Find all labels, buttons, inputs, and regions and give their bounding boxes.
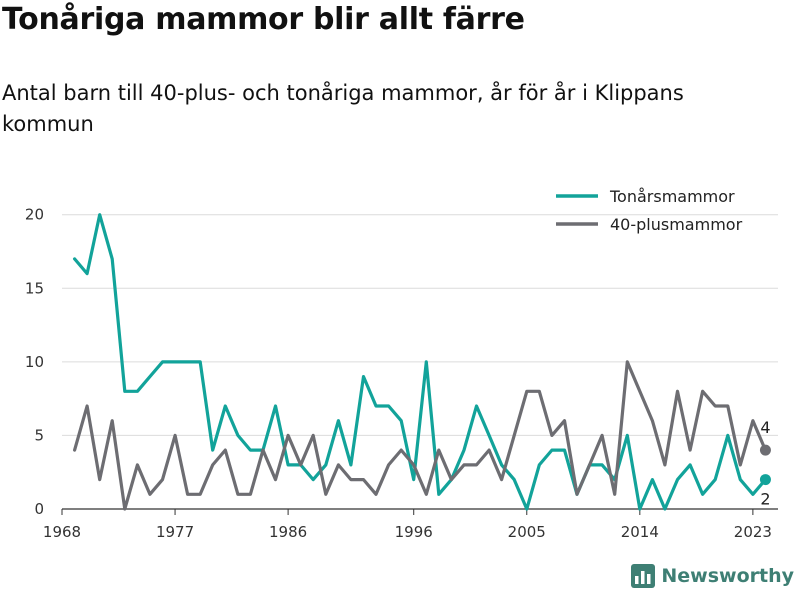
- x-tick-label: 2005: [508, 523, 546, 541]
- newsworthy-logo: Newsworthy: [631, 564, 794, 588]
- chart-subtitle: Antal barn till 40-plus- och tonåriga ma…: [2, 81, 684, 136]
- x-tick-label: 2014: [621, 523, 659, 541]
- y-tick-label: 10: [25, 353, 44, 371]
- y-tick-label: 20: [25, 206, 44, 224]
- end-marker-tonarsmammor: [759, 474, 771, 486]
- series-line-tonarsmammor: [72, 213, 768, 511]
- gridlines: [62, 214, 778, 436]
- x-tick-label: 1968: [43, 523, 81, 541]
- legend: Tonårsmammor 40-plusmammor: [556, 187, 743, 234]
- y-tick-label: 15: [25, 279, 44, 297]
- bar-chart-logo-icon: [631, 564, 656, 588]
- legend-label-tonarsmammor: Tonårsmammor: [609, 187, 735, 206]
- end-markers: 24: [759, 418, 771, 509]
- brand-name: Newsworthy: [661, 565, 794, 587]
- x-tick-label: 1986: [269, 523, 307, 541]
- x-tick-label: 1977: [156, 523, 194, 541]
- y-axis: 0 5 10 15 20: [25, 206, 44, 518]
- x-tick-label: 2023: [734, 523, 772, 541]
- chart-title: Tonåriga mammor blir allt färre: [2, 2, 525, 37]
- y-tick-label: 5: [34, 426, 44, 444]
- end-label-tonarsmammor: 2: [760, 490, 770, 509]
- series-lines: [72, 213, 768, 511]
- y-tick-label: 0: [34, 500, 44, 518]
- end-label-40-plusmammor: 4: [760, 418, 770, 437]
- end-marker-40-plusmammor: [759, 444, 771, 456]
- x-axis: 1968 1977 1986 1996 2005 2014 2023: [43, 508, 778, 541]
- legend-label-40-plusmammor: 40-plusmammor: [610, 215, 743, 234]
- series-line-40-plusmammor: [72, 360, 768, 511]
- x-tick-label: 1996: [395, 523, 433, 541]
